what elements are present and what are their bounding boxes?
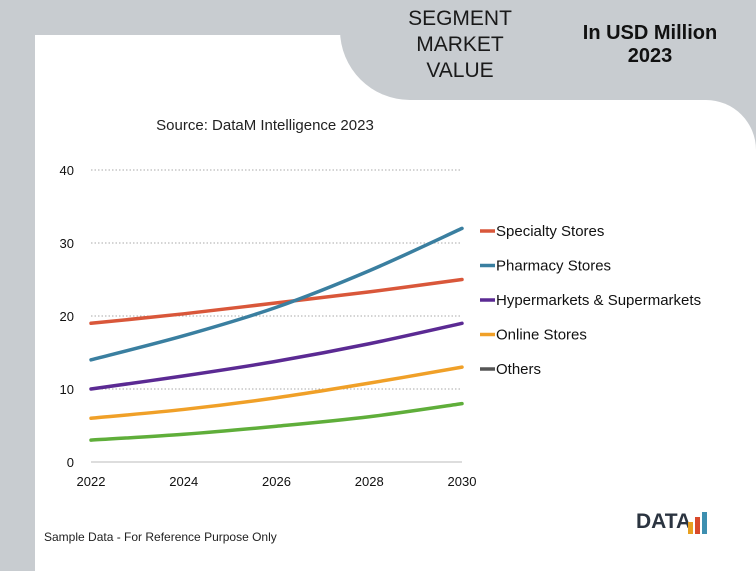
segment-title-word: VALUE	[426, 59, 494, 82]
series-line	[89, 365, 464, 420]
unit-title: In USD Million 2023	[560, 22, 740, 68]
x-tick-label: 2026	[262, 474, 291, 489]
segment-title-word: SEGMENT	[408, 7, 512, 30]
y-tick-label: 30	[60, 236, 74, 251]
legend-label: Online Stores	[496, 327, 587, 344]
series-line	[89, 401, 464, 442]
segment-title: SEGMENT MARKET VALUE	[395, 6, 525, 84]
unit-line-1: In USD Million	[582, 22, 718, 44]
logo-bar	[695, 517, 700, 534]
x-tick-label: 2024	[169, 474, 198, 489]
series-line	[89, 277, 464, 326]
series-line	[89, 321, 464, 391]
legend-label: Specialty Stores	[496, 223, 604, 240]
segment-title-word: MARKET	[416, 33, 504, 56]
x-tick-label: 2022	[77, 474, 106, 489]
y-tick-label: 0	[67, 455, 74, 470]
y-tick-label: 20	[60, 309, 74, 324]
logo-text: DATA	[636, 510, 692, 533]
legend-label: Pharmacy Stores	[496, 258, 611, 275]
y-tick-label: 40	[60, 163, 74, 178]
x-tick-label: 2030	[448, 474, 477, 489]
logo-bar	[688, 522, 693, 534]
legend-label: Hypermarkets & Supermarkets	[496, 292, 701, 309]
card-corner	[706, 100, 756, 160]
x-tick-label: 2028	[355, 474, 384, 489]
chart-card	[35, 35, 756, 571]
header-band	[340, 0, 756, 100]
logo-bar	[702, 512, 707, 534]
series-line	[89, 226, 464, 362]
chart-source: Source: DataM Intelligence 2023	[156, 117, 374, 134]
legend-label: Others	[496, 361, 541, 378]
y-tick-label: 10	[60, 382, 74, 397]
bars-logo-icon	[688, 512, 714, 534]
unit-line-2: 2023	[627, 45, 673, 67]
footnote: Sample Data - For Reference Purpose Only	[44, 530, 277, 544]
datam-logo: DATA	[636, 510, 716, 544]
